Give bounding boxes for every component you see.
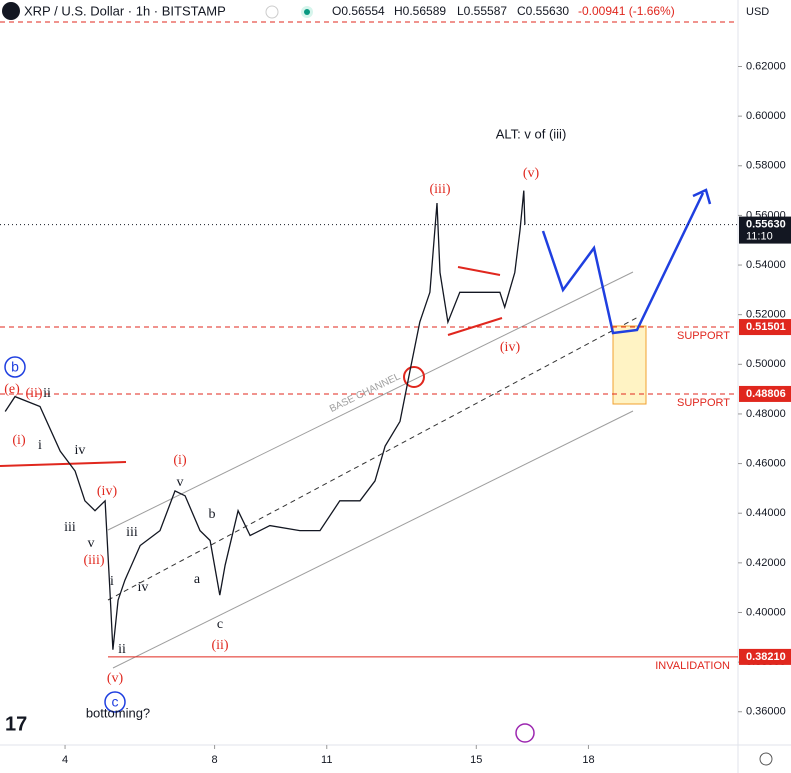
countdown: 11:10 bbox=[746, 230, 773, 242]
wave-label: iv bbox=[75, 443, 86, 458]
level-note: SUPPORT bbox=[677, 330, 730, 342]
wave-label: iii bbox=[126, 525, 138, 540]
event-icon[interactable] bbox=[515, 723, 535, 743]
wave-label: i bbox=[38, 438, 42, 453]
symbol-icon[interactable] bbox=[2, 2, 20, 20]
y-tick-label: 0.40000 bbox=[746, 606, 786, 618]
wave-label: c bbox=[112, 694, 119, 710]
y-tick-label: 0.44000 bbox=[746, 507, 786, 519]
wave-label: (e) bbox=[4, 382, 20, 397]
x-tick-label: 18 bbox=[582, 754, 594, 766]
channel-mid bbox=[107, 315, 641, 601]
wave-label: (v) bbox=[523, 166, 540, 181]
ohlc: C0.55630 bbox=[517, 4, 569, 18]
price-tag bbox=[739, 648, 791, 665]
x-tick-label: 4 bbox=[62, 754, 68, 766]
wave-label: (ii) bbox=[25, 386, 42, 401]
y-tick-label: 0.50000 bbox=[746, 358, 786, 370]
marker-circle bbox=[104, 691, 126, 713]
wave-label: iv bbox=[138, 580, 149, 595]
wave-label: ii bbox=[43, 386, 51, 401]
level-note: INVALIDATION bbox=[655, 660, 730, 672]
projection-arrow bbox=[692, 188, 712, 205]
wave-label: (ii) bbox=[211, 638, 228, 653]
currency[interactable]: USD bbox=[746, 6, 769, 18]
wave-label: (i) bbox=[12, 433, 26, 448]
price-tag bbox=[739, 385, 791, 402]
wave-label: a bbox=[194, 572, 201, 587]
x-tick-label: 15 bbox=[470, 754, 482, 766]
triangle-line bbox=[457, 266, 501, 276]
wave-label: v bbox=[88, 536, 95, 551]
x-tick-label: 8 bbox=[212, 754, 218, 766]
price-tag-label: 0.51501 bbox=[746, 321, 786, 333]
y-tick-label: 0.36000 bbox=[746, 706, 786, 718]
price-tag-label: 0.38210 bbox=[746, 651, 786, 663]
ohlc-change: -0.00941 (-1.66%) bbox=[578, 4, 675, 18]
wave-label: iii bbox=[64, 520, 76, 535]
ohlc: H0.56589 bbox=[394, 4, 446, 18]
trend-line bbox=[0, 461, 127, 467]
channel-lower bbox=[112, 410, 634, 669]
y-tick-label: 0.42000 bbox=[746, 557, 786, 569]
wave-label: b bbox=[11, 359, 19, 375]
price-line bbox=[4, 190, 526, 650]
wave-label: (iii) bbox=[430, 182, 451, 197]
y-tick-label: 0.52000 bbox=[746, 309, 786, 321]
y-tick-label: 0.48000 bbox=[746, 408, 786, 420]
projection bbox=[541, 192, 705, 335]
y-tick-label: 0.60000 bbox=[746, 110, 786, 122]
wave-label: (v) bbox=[107, 671, 124, 686]
price-tag-label: 0.55630 bbox=[746, 218, 786, 230]
wave-label: b bbox=[209, 507, 216, 522]
price-tag-label: 0.48806 bbox=[746, 388, 786, 400]
wave-label: ii bbox=[118, 642, 126, 657]
wave-label: v bbox=[177, 475, 184, 490]
target-zone bbox=[612, 325, 647, 405]
status-dot bbox=[265, 5, 279, 19]
triangle-line bbox=[447, 317, 503, 336]
wave-label: i bbox=[110, 574, 114, 589]
logo: 17 bbox=[5, 713, 27, 735]
marker-circle bbox=[4, 356, 26, 378]
y-tick-label: 0.58000 bbox=[746, 160, 786, 172]
note: bottoming? bbox=[86, 705, 150, 720]
ohlc: L0.55587 bbox=[457, 4, 507, 18]
y-tick-label: 0.46000 bbox=[746, 457, 786, 469]
wave-label: (iii) bbox=[84, 553, 105, 568]
wave-label: (i) bbox=[173, 453, 187, 468]
symbol[interactable]: XRP / U.S. Dollar · 1h · BITSTAMP bbox=[24, 3, 226, 18]
ohlc: O0.56554 bbox=[332, 4, 385, 18]
marker-circle bbox=[403, 366, 425, 388]
level-note: SUPPORT bbox=[677, 397, 730, 409]
y-tick-label: 0.54000 bbox=[746, 259, 786, 271]
x-tick-label: 11 bbox=[321, 754, 332, 766]
price-tag bbox=[739, 216, 791, 244]
y-tick-label: 0.62000 bbox=[746, 60, 786, 72]
wave-label: (iv) bbox=[97, 484, 118, 499]
settings-icon[interactable] bbox=[759, 752, 773, 766]
note: ALT: v of (iii) bbox=[496, 126, 567, 141]
status-dot bbox=[304, 9, 310, 15]
channel-upper bbox=[107, 271, 634, 531]
wave-label: (iv) bbox=[500, 340, 521, 355]
price-tag bbox=[739, 319, 791, 336]
wave-label: c bbox=[217, 617, 223, 632]
